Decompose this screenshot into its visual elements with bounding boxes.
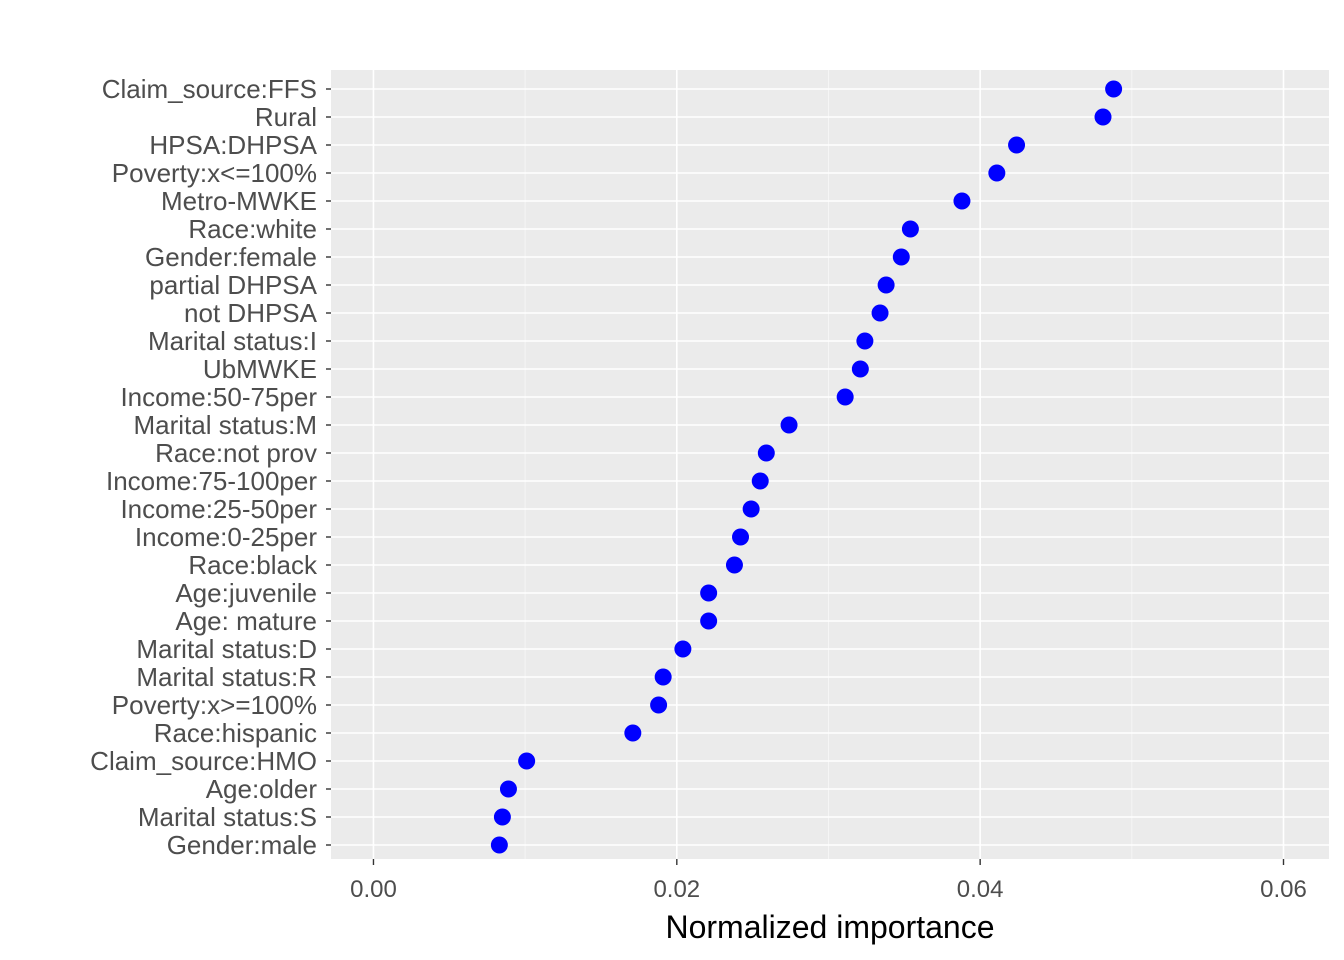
data-point xyxy=(757,444,775,462)
y-category-label: Gender:male xyxy=(167,830,317,860)
data-point xyxy=(700,584,718,602)
y-category-label: Marital status:M xyxy=(134,410,318,440)
y-category-label: Race:black xyxy=(188,550,318,580)
data-point xyxy=(518,752,536,770)
grid-lines xyxy=(331,70,1329,859)
y-category-label: Income:0-25per xyxy=(135,522,317,552)
data-point xyxy=(654,668,672,686)
y-axis-labels: Claim_source:FFSRuralHPSA:DHPSAPoverty:x… xyxy=(90,74,331,860)
data-point xyxy=(1105,80,1123,98)
data-point xyxy=(892,248,910,266)
data-point xyxy=(780,416,798,434)
data-point xyxy=(953,192,971,210)
data-point xyxy=(851,360,869,378)
y-category-label: Metro-MWKE xyxy=(161,186,317,216)
data-point xyxy=(751,472,769,490)
y-category-label: Age: mature xyxy=(175,606,317,636)
y-category-label: Age:older xyxy=(206,774,318,804)
data-points xyxy=(490,80,1123,854)
x-tick-label: 0.04 xyxy=(957,876,1004,903)
x-axis-title: Normalized importance xyxy=(665,909,994,945)
data-point xyxy=(856,332,874,350)
y-category-label: Marital status:S xyxy=(138,802,317,832)
data-point xyxy=(493,808,511,826)
x-axis-ticks: 0.00 0.02 0.04 0.06 xyxy=(350,859,1307,903)
x-tick-label: 0.00 xyxy=(350,876,397,903)
x-tick-label: 0.06 xyxy=(1260,876,1307,903)
y-category-label: Marital status:I xyxy=(148,326,317,356)
y-category-label: Income:25-50per xyxy=(120,494,317,524)
data-point xyxy=(871,304,889,322)
data-point xyxy=(674,640,692,658)
data-point xyxy=(499,780,517,798)
data-point xyxy=(624,724,642,742)
data-point xyxy=(836,388,854,406)
data-point xyxy=(732,528,750,546)
data-point xyxy=(725,556,743,574)
data-point xyxy=(877,276,895,294)
y-category-label: Claim_source:FFS xyxy=(102,74,317,104)
y-category-label: Claim_source:HMO xyxy=(90,746,317,776)
y-category-label: not DHPSA xyxy=(184,298,318,328)
y-category-label: Marital status:D xyxy=(136,634,317,664)
plot-panel xyxy=(331,70,1329,859)
y-category-label: HPSA:DHPSA xyxy=(149,130,317,160)
y-category-label: Income:50-75per xyxy=(120,382,317,412)
y-category-label: Poverty:x<=100% xyxy=(112,158,317,188)
data-point xyxy=(650,696,668,714)
y-category-label: Income:75-100per xyxy=(106,466,317,496)
data-point xyxy=(1008,136,1026,154)
data-point xyxy=(700,612,718,630)
y-category-label: Gender:female xyxy=(145,242,317,272)
x-tick-label: 0.02 xyxy=(653,876,700,903)
y-category-label: UbMWKE xyxy=(203,354,317,384)
y-category-label: Poverty:x>=100% xyxy=(112,690,317,720)
data-point xyxy=(901,220,919,238)
y-category-label: Race:not prov xyxy=(155,438,317,468)
y-category-label: Race:white xyxy=(188,214,317,244)
y-category-label: partial DHPSA xyxy=(149,270,317,300)
data-point xyxy=(1094,108,1112,126)
data-point xyxy=(988,164,1006,182)
y-category-label: Marital status:R xyxy=(136,662,317,692)
y-category-label: Race:hispanic xyxy=(154,718,317,748)
data-point xyxy=(490,836,508,854)
y-category-label: Age:juvenile xyxy=(175,578,317,608)
data-point xyxy=(742,500,760,518)
y-category-label: Rural xyxy=(255,102,317,132)
